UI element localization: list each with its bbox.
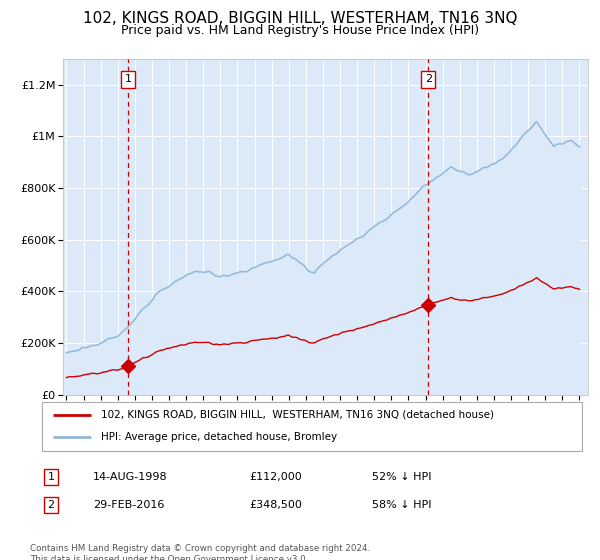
Text: £348,500: £348,500: [249, 500, 302, 510]
Text: 1: 1: [47, 472, 55, 482]
Text: 102, KINGS ROAD, BIGGIN HILL,  WESTERHAM, TN16 3NQ (detached house): 102, KINGS ROAD, BIGGIN HILL, WESTERHAM,…: [101, 410, 494, 420]
Text: 14-AUG-1998: 14-AUG-1998: [93, 472, 167, 482]
Text: Price paid vs. HM Land Registry's House Price Index (HPI): Price paid vs. HM Land Registry's House …: [121, 24, 479, 36]
Text: 2: 2: [47, 500, 55, 510]
Text: 58% ↓ HPI: 58% ↓ HPI: [372, 500, 431, 510]
Text: £112,000: £112,000: [249, 472, 302, 482]
Text: 29-FEB-2016: 29-FEB-2016: [93, 500, 164, 510]
Text: 1: 1: [125, 74, 132, 85]
Text: 2: 2: [425, 74, 432, 85]
Text: 52% ↓ HPI: 52% ↓ HPI: [372, 472, 431, 482]
Text: HPI: Average price, detached house, Bromley: HPI: Average price, detached house, Brom…: [101, 432, 338, 442]
Text: 102, KINGS ROAD, BIGGIN HILL, WESTERHAM, TN16 3NQ: 102, KINGS ROAD, BIGGIN HILL, WESTERHAM,…: [83, 11, 517, 26]
FancyBboxPatch shape: [42, 402, 582, 451]
Text: Contains HM Land Registry data © Crown copyright and database right 2024.
This d: Contains HM Land Registry data © Crown c…: [30, 544, 370, 560]
